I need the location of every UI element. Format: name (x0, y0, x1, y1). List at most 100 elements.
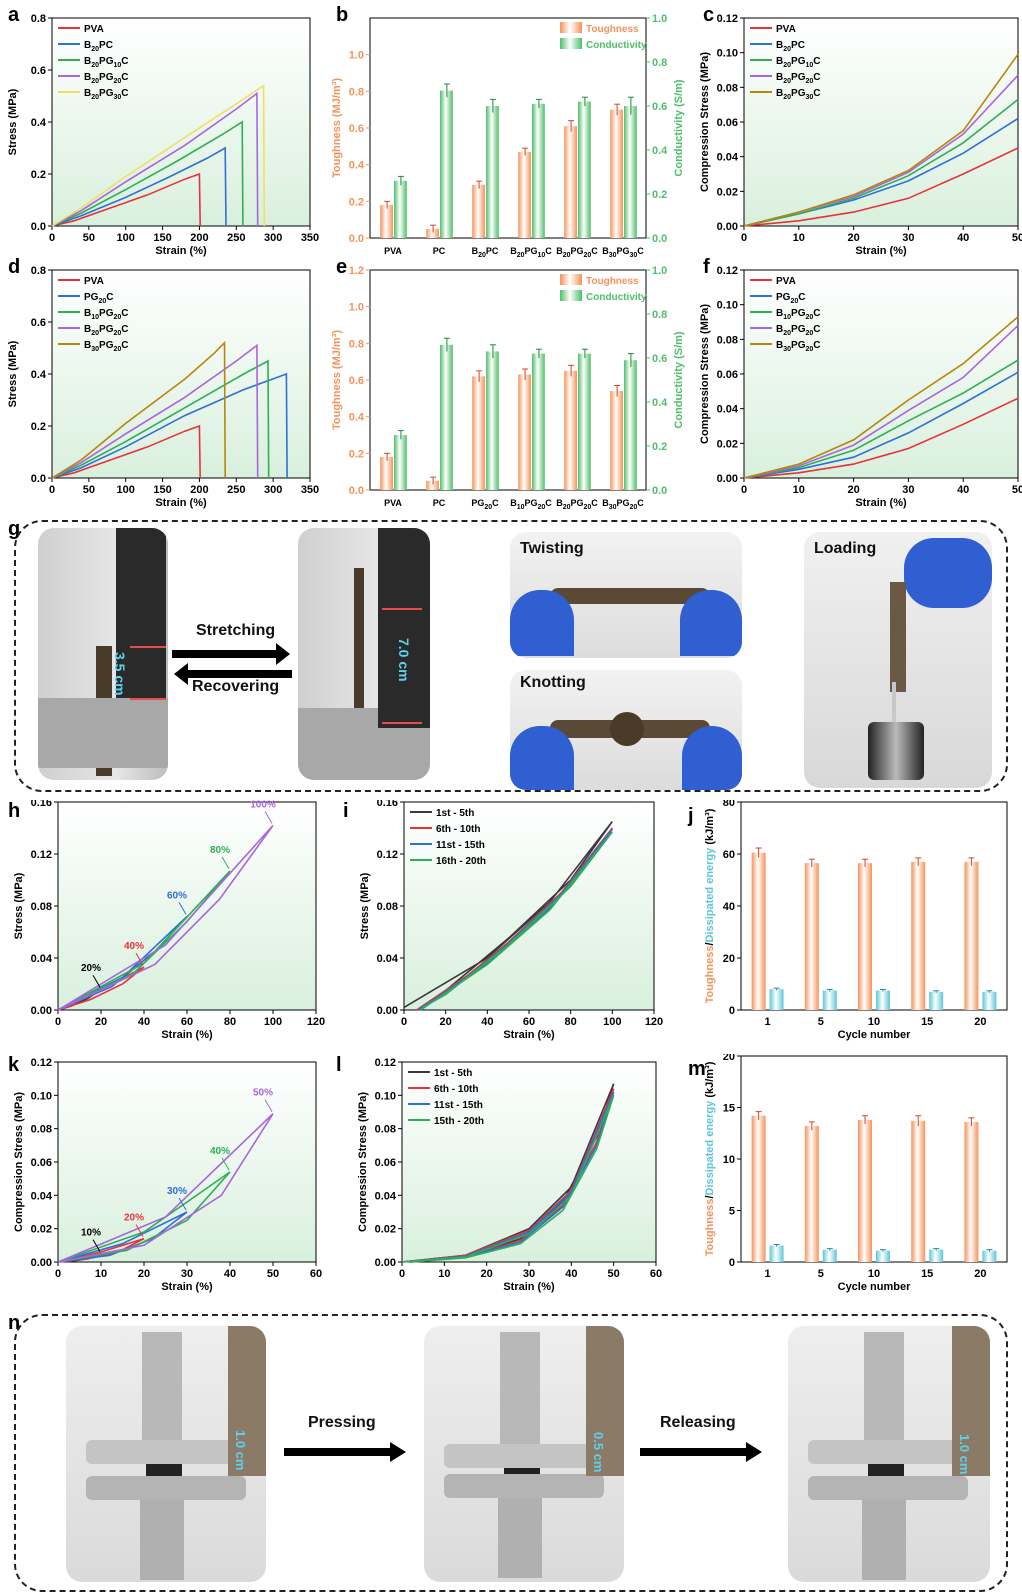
y-axis-label: Toughness/Dissipated energy (kJ/m³) (704, 808, 716, 1003)
photo-pressed: 0.5 cm (424, 1326, 624, 1582)
panel-label-a: a (8, 4, 20, 26)
legend-label: Conductivity (586, 292, 647, 303)
x-tick-label: 50 (1012, 232, 1022, 244)
legend-label: PVA (84, 276, 104, 287)
y-tick-label: 80 (723, 800, 735, 809)
ruler-label-before: 3.5 cm (112, 652, 128, 696)
category-label: PG20C (471, 498, 499, 511)
bar-toughness (426, 228, 439, 238)
legend-swatch (560, 22, 582, 33)
y2-tick-label: 0.0 (652, 485, 667, 497)
series-line-1st---5th (403, 821, 613, 1009)
legend-swatch (560, 290, 582, 301)
legend-label: Toughness (586, 24, 639, 35)
legend-label: 6th - 10th (434, 1084, 478, 1095)
series-line-PG20C (51, 372, 288, 479)
y-tick-label: 0.08 (31, 901, 52, 913)
panel-label-h: h (8, 800, 21, 822)
y-tick-label: 0.08 (717, 82, 738, 94)
bar-conductivity (486, 351, 499, 490)
y-axis-label: Toughness/Dissipated energy (kJ/m³) (704, 1061, 716, 1256)
ruler-label-n3: 1.0 cm (957, 1434, 972, 1475)
y-tick-label: 0.4 (349, 412, 365, 424)
plot-area (740, 1055, 1008, 1263)
y2-tick-label: 0.2 (652, 189, 667, 201)
stretching-label: Stretching (196, 622, 276, 639)
y-tick-label: 0.00 (377, 1005, 398, 1017)
plot-area (743, 269, 1019, 479)
category-label: 5 (818, 1016, 824, 1028)
bar-toughness (472, 184, 485, 238)
x-tick-label: 40 (138, 1016, 150, 1028)
x-tick-label: 150 (153, 232, 171, 244)
bar-toughness (964, 861, 979, 1010)
bar-toughness (804, 1126, 819, 1262)
x-axis-label: Strain (%) (503, 1281, 555, 1293)
y-tick-label: 0.06 (375, 1157, 396, 1169)
annotation-label: 50% (253, 1088, 273, 1099)
bar-dissipated-energy (929, 1249, 944, 1262)
x-tick-label: 20 (847, 232, 859, 244)
bar-toughness (564, 126, 577, 238)
x-tick-label: 50 (1012, 484, 1022, 496)
y-tick-label: 0.06 (717, 369, 738, 381)
y2-tick-label: 0.6 (652, 101, 667, 113)
chart-d-tensile-stress-strain: 0 50 100 150 200 250 300 350 0.0 0.2 0.4 0.6 0.8 Stra… (7, 265, 319, 509)
plot-area (369, 17, 647, 239)
category-label: PVA (384, 246, 402, 256)
x-tick-label: 10 (438, 1268, 450, 1280)
x-tick-label: 100 (117, 484, 135, 496)
bar-conductivity (440, 90, 453, 238)
series-line-50% (57, 1113, 274, 1263)
series-line-PVA (743, 147, 1019, 227)
bar-dissipated-energy (982, 991, 997, 1010)
legend-label: PG20C (84, 292, 113, 305)
annotation-pointer (135, 1224, 144, 1237)
y-tick-label: 20 (723, 953, 735, 965)
panel-label-f: f (703, 256, 710, 278)
photo-stretch-before: 3.5 cm (38, 528, 168, 780)
y2-tick-label: 0.4 (652, 397, 668, 409)
legend-label: PVA (776, 24, 796, 35)
series-line-B30PG20C (743, 316, 1019, 479)
photo-loading (804, 532, 992, 788)
series-line-B20PG20C (51, 91, 259, 227)
annotation-pointer (92, 974, 101, 988)
category-label: 15 (921, 1016, 933, 1028)
bar-toughness (751, 1115, 766, 1262)
knotting-caption: Knotting (520, 674, 586, 691)
x-tick-label: 50 (83, 484, 95, 496)
y-tick-label: 0.00 (31, 1257, 52, 1269)
series-line-16th---20th (420, 831, 613, 1011)
y-axis-label: Stress (MPa) (7, 88, 19, 155)
y-tick-label: 0.12 (31, 1057, 52, 1069)
y-tick-label: 20 (723, 1054, 735, 1063)
bar-toughness (858, 863, 872, 1010)
y-tick-label: 0.04 (377, 953, 399, 965)
y-tick-label: 0.6 (349, 375, 364, 387)
y-tick-label: 0.12 (31, 849, 52, 861)
series-line-30% (57, 1211, 188, 1263)
x-tick-label: 10 (793, 232, 805, 244)
bar-toughness (380, 205, 393, 238)
y-tick-label: 0.16 (377, 800, 398, 809)
series-line-PVA (51, 424, 201, 479)
bar-dissipated-energy (769, 989, 784, 1010)
x-tick-label: 250 (227, 232, 245, 244)
bar-toughness (518, 151, 531, 238)
annotation-pointer (264, 811, 273, 824)
y-tick-label: 0.6 (31, 65, 46, 77)
x-axis-label: Strain (%) (161, 1281, 213, 1293)
x-axis-label: Strain (%) (155, 245, 207, 257)
x-tick-label: 300 (264, 484, 282, 496)
bar-toughness (426, 480, 439, 490)
y-tick-label: 0.0 (31, 473, 46, 485)
bar-toughness (911, 861, 926, 1010)
x-tick-label: 50 (83, 232, 95, 244)
series-line-B20PG20C (743, 324, 1019, 479)
y-tick-label: 0.6 (349, 123, 364, 135)
plot-area (51, 17, 311, 227)
panel-label-j: j (688, 805, 694, 827)
bar-toughness (911, 1120, 926, 1262)
